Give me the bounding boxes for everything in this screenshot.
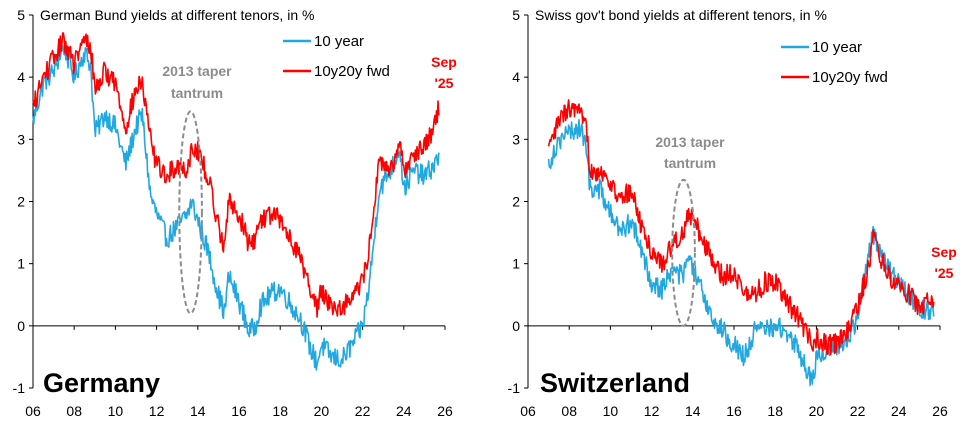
switzerland-x-tick-label: 12 bbox=[644, 403, 660, 419]
switzerland-end-label: '25 bbox=[935, 265, 954, 281]
switzerland-x-tick-label: 16 bbox=[726, 403, 742, 419]
switzerland-y-tick-label: 5 bbox=[512, 7, 520, 23]
switzerland-x-tick-label: 26 bbox=[932, 403, 948, 419]
germany-chart-title: German Bund yields at different tenors, … bbox=[40, 7, 314, 23]
germany-y-tick-label: 3 bbox=[17, 131, 25, 147]
switzerland-x-tick-label: 06 bbox=[520, 403, 536, 419]
germany-x-tick-label: 14 bbox=[190, 403, 206, 419]
germany-y-tick-label: 2 bbox=[17, 194, 25, 210]
germany-end-label: Sep bbox=[431, 54, 457, 70]
germany-series-ten-year-line bbox=[32, 40, 440, 371]
germany-legend-label-fwd: 10y20y fwd bbox=[314, 63, 390, 80]
germany-x-tick-label: 22 bbox=[355, 403, 371, 419]
germany-y-tick-label: -1 bbox=[13, 380, 26, 396]
switzerland-country-label: Switzerland bbox=[540, 368, 690, 398]
germany-x-tick-label: 10 bbox=[108, 403, 124, 419]
germany-y-tick-label: 4 bbox=[17, 69, 25, 85]
switzerland-taper-tantrum-ellipse bbox=[671, 178, 696, 327]
switzerland-y-tick-label: 0 bbox=[512, 318, 520, 334]
germany-annotation-text: tantrum bbox=[171, 85, 223, 101]
switzerland-series-ten-year-line bbox=[547, 119, 935, 387]
switzerland-y-tick-label: 1 bbox=[512, 256, 520, 272]
germany-x-tick-label: 16 bbox=[231, 403, 247, 419]
germany-x-tick-label: 20 bbox=[314, 403, 330, 419]
switzerland-series-fwd-line bbox=[547, 99, 935, 356]
germany-annotation-text: 2013 taper bbox=[162, 63, 232, 79]
germany-x-tick-label: 12 bbox=[149, 403, 165, 419]
germany-x-tick-label: 24 bbox=[396, 403, 412, 419]
germany-legend-label-ten-year: 10 year bbox=[314, 33, 364, 50]
switzerland-end-label: Sep bbox=[931, 244, 957, 260]
germany-x-tick-label: 26 bbox=[437, 403, 453, 419]
switzerland-x-tick-label: 22 bbox=[850, 403, 866, 419]
germany-x-tick-label: 08 bbox=[66, 403, 82, 419]
germany-y-tick-label: 0 bbox=[17, 318, 25, 334]
switzerland-x-tick-label: 24 bbox=[891, 403, 907, 419]
switzerland-y-tick-label: -1 bbox=[508, 380, 521, 396]
germany-y-tick-label: 5 bbox=[17, 7, 25, 23]
switzerland-y-tick-label: 4 bbox=[512, 69, 520, 85]
switzerland-annotation-text: 2013 taper bbox=[655, 134, 725, 150]
germany-taper-tantrum-ellipse bbox=[178, 110, 203, 315]
germany-x-tick-label: 06 bbox=[25, 403, 41, 419]
switzerland-chart-title: Swiss gov't bond yields at different ten… bbox=[535, 7, 827, 23]
switzerland-legend-label-fwd: 10y20y fwd bbox=[812, 69, 888, 86]
switzerland-x-tick-label: 20 bbox=[809, 403, 825, 419]
switzerland-x-tick-label: 10 bbox=[603, 403, 619, 419]
switzerland-legend-label-ten-year: 10 year bbox=[812, 39, 862, 56]
switzerland-x-tick-label: 08 bbox=[561, 403, 577, 419]
germany-x-tick-label: 18 bbox=[272, 403, 288, 419]
germany-end-label: '25 bbox=[435, 75, 454, 91]
germany-country-label: Germany bbox=[43, 368, 160, 398]
germany-series-fwd-line bbox=[32, 32, 440, 318]
switzerland-annotation-text: tantrum bbox=[664, 155, 716, 171]
switzerland-y-tick-label: 3 bbox=[512, 131, 520, 147]
switzerland-x-tick-label: 18 bbox=[767, 403, 783, 419]
germany-y-tick-label: 1 bbox=[17, 256, 25, 272]
switzerland-y-tick-label: 2 bbox=[512, 194, 520, 210]
switzerland-x-tick-label: 14 bbox=[685, 403, 701, 419]
